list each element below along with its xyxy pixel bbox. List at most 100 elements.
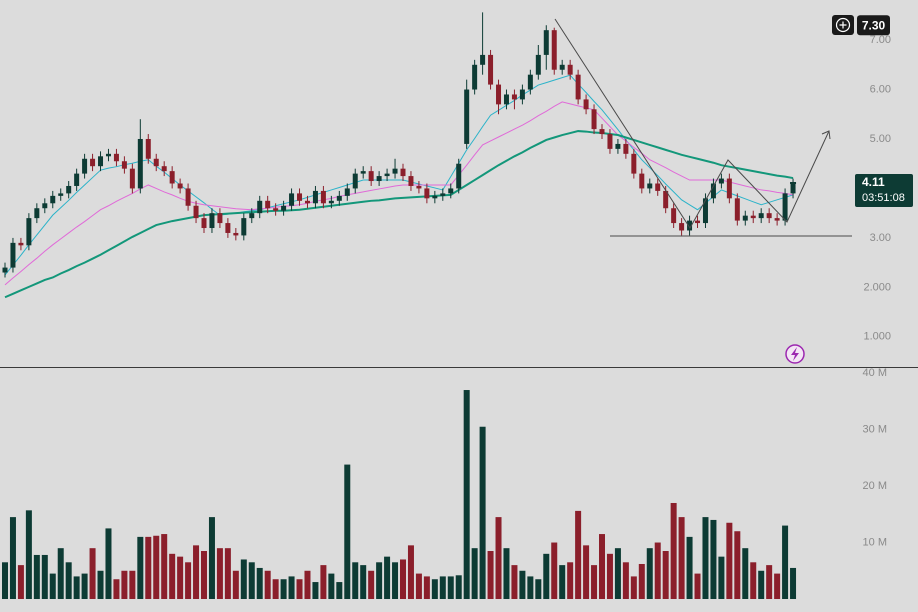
volume-bar — [240, 559, 247, 600]
alert-bolt[interactable] — [791, 347, 799, 361]
volume-bar — [9, 517, 16, 600]
volume-bar — [774, 573, 781, 600]
volume-bar — [439, 576, 446, 600]
volume-bar — [376, 562, 383, 600]
volume-bar — [296, 579, 303, 600]
volume-bar — [208, 517, 215, 600]
volume-bar — [320, 565, 327, 600]
candle-body — [392, 168, 398, 174]
candle-body — [583, 99, 589, 110]
candle-body — [710, 183, 716, 199]
candle-body — [105, 153, 111, 157]
candle-body — [750, 215, 756, 219]
volume-bar — [622, 562, 629, 600]
volume-bar — [185, 562, 192, 600]
candle-body — [790, 183, 796, 194]
volume-bar — [662, 551, 669, 600]
volume-bar — [400, 559, 406, 600]
candle-body — [137, 138, 143, 189]
candle-body — [352, 173, 358, 189]
volume-bar — [575, 510, 582, 600]
volume-bar — [177, 556, 184, 600]
volume-pane: 40 M 30 M 20 M 10 M — [2, 367, 887, 600]
y-tick-label: 2.000 — [863, 281, 891, 293]
volume-bar — [105, 528, 112, 600]
volume-bar — [718, 556, 725, 600]
volume-bar — [216, 548, 223, 600]
candle-body — [217, 213, 223, 224]
candle-body — [34, 208, 40, 219]
candle-body — [336, 195, 342, 201]
candle-body — [503, 94, 509, 105]
add-button[interactable] — [832, 15, 854, 35]
candle-body — [193, 205, 199, 219]
alert-icon[interactable] — [785, 344, 805, 364]
candle-body — [368, 171, 374, 182]
moving-average-line — [4, 74, 794, 276]
candle-body — [153, 158, 159, 167]
volume-bar — [614, 548, 621, 600]
candle-body — [480, 54, 486, 65]
volume-bar — [463, 390, 470, 600]
last-price-box — [855, 174, 913, 208]
candle-body — [782, 193, 788, 221]
candle-body — [416, 185, 422, 189]
candle-body — [320, 190, 326, 204]
y-tick-label: 30 M — [863, 423, 887, 435]
volume-bar — [567, 562, 574, 600]
candle-body — [671, 208, 677, 224]
volume-bar — [288, 576, 295, 600]
candle-body — [432, 195, 438, 199]
pattern-line — [554, 18, 830, 229]
volume-bar — [750, 562, 757, 600]
candle-body — [695, 220, 701, 224]
volume-bar — [527, 576, 534, 600]
moving-average-line — [4, 101, 794, 286]
candle-body — [774, 218, 780, 221]
candle-body — [185, 188, 191, 206]
volume-bar — [670, 502, 677, 600]
volume-bar — [344, 464, 351, 600]
candle-body — [161, 166, 167, 172]
candle-body — [448, 188, 454, 194]
volume-bar — [224, 548, 231, 600]
y-tick-label: 3.00 — [870, 232, 891, 244]
candle-body — [623, 143, 629, 154]
volume-bar — [328, 573, 335, 600]
volume-bar — [678, 517, 685, 600]
volume-bar — [33, 554, 40, 600]
candle-body — [129, 168, 135, 189]
candle-body — [527, 74, 533, 90]
volume-bar — [352, 562, 359, 600]
volume-bar — [232, 570, 239, 600]
candle-body — [655, 183, 661, 191]
volume-bar — [57, 548, 64, 600]
y-tick-label: 1.000 — [863, 331, 891, 343]
candle-body — [297, 193, 303, 201]
candle-body — [249, 213, 255, 219]
candle-body — [639, 173, 645, 189]
candle-body — [66, 185, 72, 194]
volume-bar — [336, 582, 343, 600]
volume-bar — [264, 570, 271, 600]
candle-body — [599, 129, 605, 135]
candle-body — [472, 64, 478, 90]
last-price-label: 4.11 — [862, 175, 885, 189]
candle-body — [766, 213, 772, 219]
volume-bar — [129, 570, 136, 600]
volume-bar — [646, 548, 653, 600]
volume-bar — [145, 536, 152, 600]
volume-bar — [248, 562, 255, 600]
volume-bar — [121, 570, 128, 600]
candle-body — [82, 158, 88, 174]
add-icon-plus[interactable] — [839, 21, 847, 29]
high-badge — [857, 15, 890, 36]
candle-body — [169, 171, 175, 184]
candle-body — [312, 190, 318, 204]
y-tick-label: 40 M — [863, 367, 887, 379]
candle-body — [304, 200, 310, 204]
add-icon[interactable] — [835, 17, 851, 33]
candle-body — [281, 205, 287, 211]
candle-body — [121, 161, 127, 169]
y-tick-label: 7.00 — [870, 34, 891, 46]
